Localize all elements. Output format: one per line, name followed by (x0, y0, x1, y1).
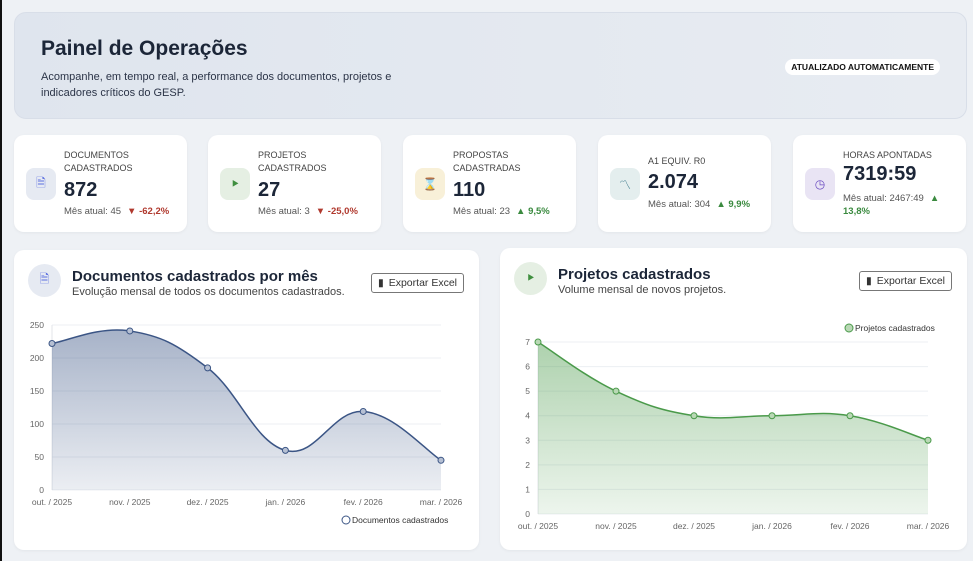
kpi-card: ◷ Horas apontadas 7319:59 Mês atual: 246… (793, 135, 966, 232)
kpi-month: Mês atual: 3 (258, 206, 310, 217)
kpi-month: Mês atual: 23 (453, 206, 511, 217)
kpi-label: Horas apontadas (843, 150, 932, 160)
kpi-month: Mês atual: 2467:49 (843, 193, 924, 204)
project-tree-icon: ⯈ (220, 168, 250, 200)
documents-chart-card: 🗎 Documentos cadastrados por mês Evoluçã… (14, 250, 479, 550)
kpi-month: Mês atual: 45 (64, 206, 122, 217)
kpi-delta: ▼ -62,2% (127, 206, 170, 217)
kpi-card: ⌛ Propostas cadastradas 110 Mês atual: 2… (403, 135, 576, 232)
kpi-card: 🗎 Documentos cadastrados 872 Mês atual: … (14, 135, 187, 232)
chart-title: Projetos cadastrados (558, 266, 711, 283)
kpi-delta: ▲ 9,5% (516, 206, 550, 217)
kpi-value: 110 (453, 179, 486, 201)
excel-file-icon: ▮ (865, 275, 872, 287)
export-excel-button[interactable]: ▮ Exportar Excel (858, 271, 952, 291)
kpi-card: 〽 A1 equiv. R0 2.074 Mês atual: 304 ▲ 9,9… (598, 135, 771, 232)
clock-icon: ◷ (805, 168, 835, 200)
page-title: Painel de Operações (41, 37, 248, 60)
chart-title: Documentos cadastrados por mês (72, 268, 318, 285)
auto-update-badge: ATUALIZADO AUTOMATICAMENTE (785, 59, 940, 75)
document-icon: 🗎 (28, 264, 61, 297)
project-tree-icon: ⯈ (514, 262, 547, 295)
kpi-label: Documentos cadastrados (64, 150, 133, 173)
excel-file-icon: ▮ (377, 277, 384, 289)
kpi-label: A1 equiv. R0 (648, 156, 706, 166)
kpi-label: Propostas cadastradas (453, 150, 521, 173)
kpi-label: Projetos cadastrados (258, 150, 327, 173)
kpi-value: 872 (64, 179, 98, 201)
chart-subtitle: Volume mensal de novos projetos. (558, 284, 727, 296)
export-excel-button[interactable]: ▮ Exportar Excel (370, 273, 464, 293)
kpi-value: 2.074 (648, 171, 699, 193)
kpi-month: Mês atual: 304 (648, 199, 711, 210)
document-icon: 🗎 (26, 168, 56, 200)
header-banner: Painel de Operações Acompanhe, em tempo … (14, 12, 967, 119)
line-chart-icon: 〽 (610, 168, 640, 200)
kpi-delta: ▲ 9,9% (716, 199, 751, 210)
chart-subtitle: Evolução mensal de todos os documentos c… (72, 286, 345, 298)
kpi-delta: ▼ -25,0% (315, 206, 358, 217)
page-subtitle: Acompanhe, em tempo real, a performance … (41, 71, 392, 99)
projects-chart-card: ⯈ Projetos cadastrados Volume mensal de … (500, 248, 967, 550)
hourglass-icon: ⌛ (415, 168, 445, 200)
kpi-delta: ▲ 13,8% (843, 193, 940, 217)
kpi-value: 27 (258, 179, 281, 201)
kpi-value: 7319:59 (843, 163, 917, 185)
kpi-card: ⯈ Projetos cadastrados 27 Mês atual: 3 ▼ … (208, 135, 381, 232)
